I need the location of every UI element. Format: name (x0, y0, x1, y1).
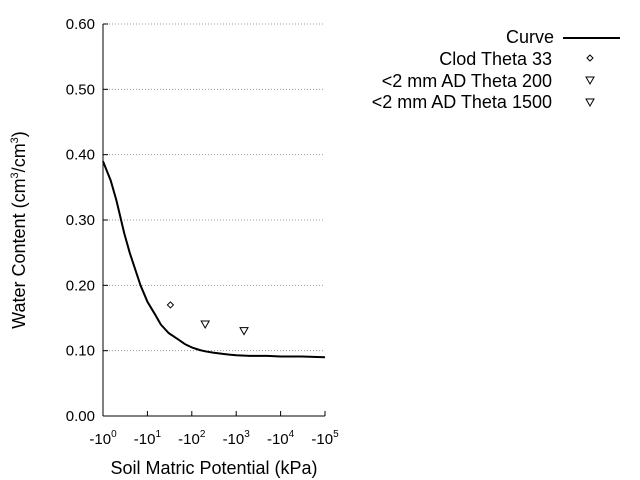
legend-marker-triangle-1500 (585, 98, 595, 108)
grid-lines (103, 23, 325, 352)
legend-label-theta-1500: <2 mm AD Theta 1500 (372, 92, 552, 112)
x-tick-label: -103 (223, 429, 251, 448)
x-axis-title: Soil Matric Potential (kPa) (110, 458, 317, 478)
legend-marker-diamond (586, 54, 594, 62)
y-tick-label: 0.00 (66, 408, 95, 425)
series-curve-line (102, 160, 326, 359)
data-point-triangle-2 (200, 320, 211, 330)
x-tick-label: -101 (134, 429, 162, 448)
y-tick-label: 0.20 (66, 277, 95, 294)
y-axis-title: Water Content (cm3/cm3) (9, 131, 29, 329)
legend-label-theta-200: <2 mm AD Theta 200 (382, 71, 552, 91)
legend-marker-triangle-200 (585, 76, 595, 86)
legend-label-clod-theta-33: Clod Theta 33 (439, 49, 552, 69)
data-point-triangle-3 (239, 327, 249, 336)
y-tick-label: 0.50 (66, 81, 95, 98)
x-tick-label: -104 (267, 429, 295, 448)
axes (102, 23, 326, 417)
y-tick-label: 0.30 (66, 212, 95, 229)
x-tick-label: -100 (89, 429, 117, 448)
legend-label-curve: Curve (506, 27, 554, 47)
x-tick-labels: -100 -101 -102 -103 -104 -105 (89, 429, 339, 448)
x-tick-label: -105 (311, 429, 339, 448)
points-layer (166, 301, 249, 336)
legend-item-clod-theta-33: Clod Theta 33 (439, 49, 594, 69)
legend-item-theta-200: <2 mm AD Theta 200 (382, 71, 595, 91)
legend: Curve Clod Theta 33 <2 mm AD Theta 200 <… (372, 27, 620, 112)
legend-item-curve: Curve (506, 27, 620, 47)
curve-layer (102, 160, 326, 359)
y-tick-label: 0.40 (66, 147, 95, 164)
legend-item-theta-1500: <2 mm AD Theta 1500 (372, 92, 595, 112)
y-tick-label: 0.60 (66, 16, 95, 33)
data-point-diamond (166, 301, 175, 309)
x-tick-label: -102 (178, 429, 206, 448)
y-tick-labels: 0.00 0.10 0.20 0.30 0.40 0.50 0.60 (66, 16, 95, 425)
y-tick-label: 0.10 (66, 343, 95, 360)
